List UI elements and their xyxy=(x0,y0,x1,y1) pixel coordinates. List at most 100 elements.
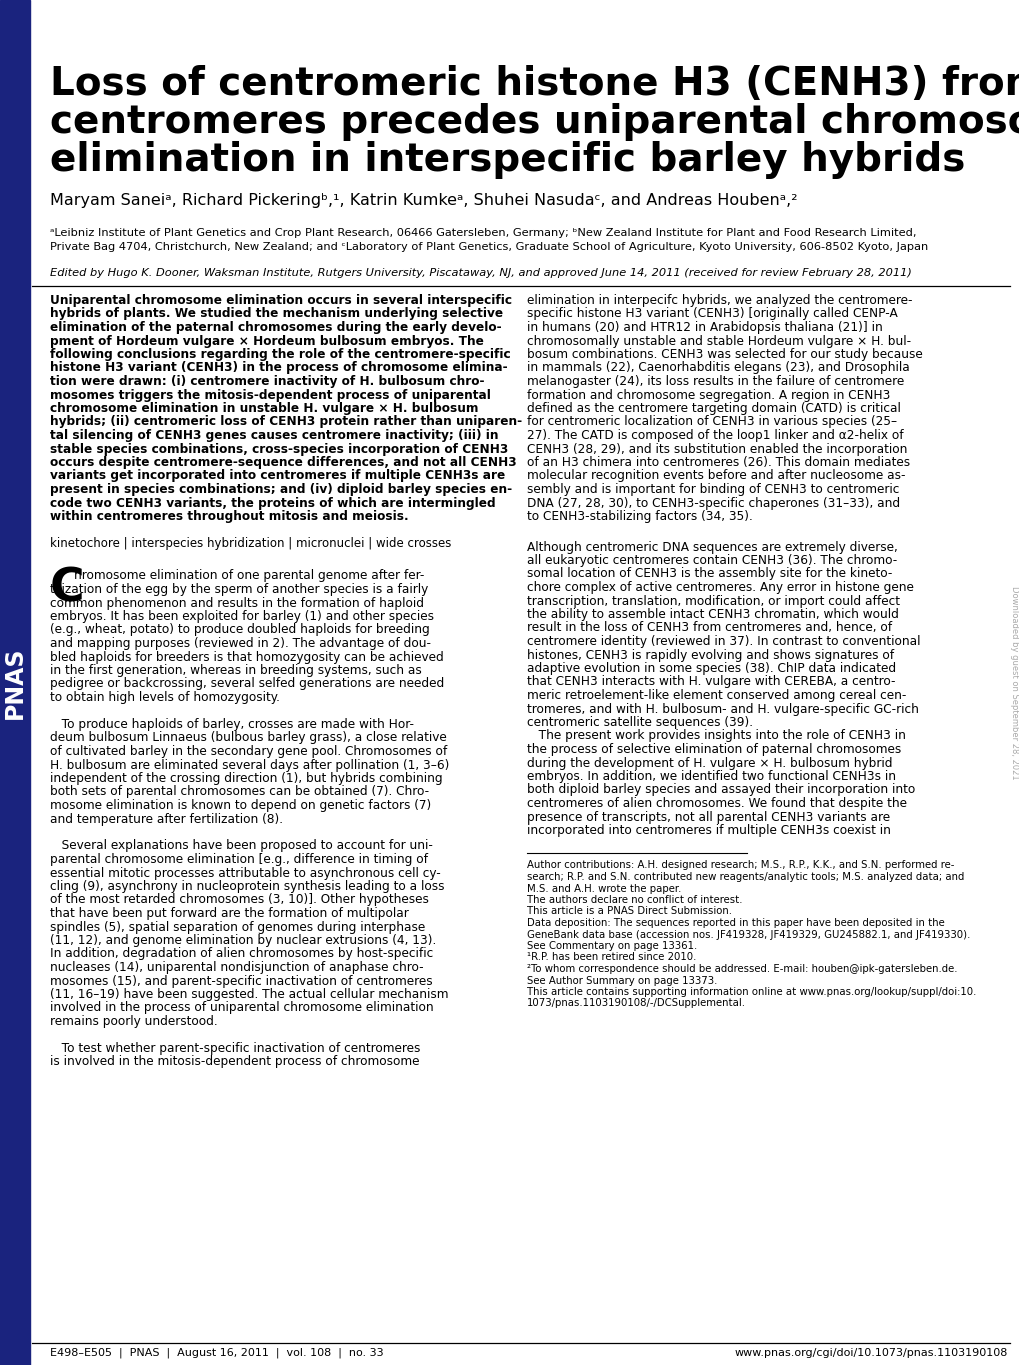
Text: the ability to assemble intact CENH3 chromatin, which would: the ability to assemble intact CENH3 chr… xyxy=(527,607,898,621)
Text: centromeres of alien chromosomes. We found that despite the: centromeres of alien chromosomes. We fou… xyxy=(527,797,906,809)
Text: search; R.P. and S.N. contributed new reagents/analytic tools; M.S. analyzed dat: search; R.P. and S.N. contributed new re… xyxy=(527,872,963,882)
Text: Several explanations have been proposed to account for uni-: Several explanations have been proposed … xyxy=(50,839,432,853)
Text: CENH3 (28, 29), and its substitution enabled the incorporation: CENH3 (28, 29), and its substitution ena… xyxy=(527,442,907,456)
Text: molecular recognition events before and after nucleosome as-: molecular recognition events before and … xyxy=(527,470,905,482)
Text: This article contains supporting information online at www.pnas.org/lookup/suppl: This article contains supporting informa… xyxy=(527,987,975,996)
Text: present in species combinations; and (iv) diploid barley species en-: present in species combinations; and (iv… xyxy=(50,483,512,495)
Text: that have been put forward are the formation of multipolar: that have been put forward are the forma… xyxy=(50,906,409,920)
Text: tromeres, and with H. bulbosum- and H. vulgare-specific GC-rich: tromeres, and with H. bulbosum- and H. v… xyxy=(527,703,918,715)
Text: See Commentary on page 13361.: See Commentary on page 13361. xyxy=(527,940,697,951)
Text: tilization of the egg by the sperm of another species is a fairly: tilization of the egg by the sperm of an… xyxy=(50,583,428,597)
Text: bosum combinations. CENH3 was selected for our study because: bosum combinations. CENH3 was selected f… xyxy=(527,348,922,360)
Text: DNA (27, 28, 30), to CENH3-specific chaperones (31–33), and: DNA (27, 28, 30), to CENH3-specific chap… xyxy=(527,497,899,509)
Text: histone H3 variant (CENH3) in the process of chromosome elimina-: histone H3 variant (CENH3) in the proces… xyxy=(50,362,507,374)
Text: code two CENH3 variants, the proteins of which are intermingled: code two CENH3 variants, the proteins of… xyxy=(50,497,495,509)
Text: variants get incorporated into centromeres if multiple CENH3s are: variants get incorporated into centromer… xyxy=(50,470,504,482)
Text: See Author Summary on page 13373.: See Author Summary on page 13373. xyxy=(527,976,716,986)
Text: to CENH3-stabilizing factors (34, 35).: to CENH3-stabilizing factors (34, 35). xyxy=(527,511,752,523)
Text: centromere identity (reviewed in 37). In contrast to conventional: centromere identity (reviewed in 37). In… xyxy=(527,635,919,648)
Text: (11, 12), and genome elimination by nuclear extrusions (4, 13).: (11, 12), and genome elimination by nucl… xyxy=(50,934,436,947)
Text: and mapping purposes (reviewed in 2). The advantage of dou-: and mapping purposes (reviewed in 2). Th… xyxy=(50,637,431,650)
Text: Private Bag 4704, Christchurch, New Zealand; and ᶜLaboratory of Plant Genetics, : Private Bag 4704, Christchurch, New Zeal… xyxy=(50,242,927,253)
Text: embryos. In addition, we identified two functional CENH3s in: embryos. In addition, we identified two … xyxy=(527,770,895,784)
Text: 27). The CATD is composed of the loop1 linker and α2-helix of: 27). The CATD is composed of the loop1 l… xyxy=(527,429,903,442)
Text: following conclusions regarding the role of the centromere-specific: following conclusions regarding the role… xyxy=(50,348,511,360)
Text: hybrids of plants. We studied the mechanism underlying selective: hybrids of plants. We studied the mechan… xyxy=(50,307,502,321)
Text: in the first generation, whereas in breeding systems, such as: in the first generation, whereas in bree… xyxy=(50,663,421,677)
Text: kinetochore | interspecies hybridization | micronuclei | wide crosses: kinetochore | interspecies hybridization… xyxy=(50,538,451,550)
Text: all eukaryotic centromeres contain CENH3 (36). The chromo-: all eukaryotic centromeres contain CENH3… xyxy=(527,554,897,566)
Text: specific histone H3 variant (CENH3) [originally called CENP-A: specific histone H3 variant (CENH3) [ori… xyxy=(527,307,897,321)
Text: occurs despite centromere-sequence differences, and not all CENH3: occurs despite centromere-sequence diffe… xyxy=(50,456,516,470)
Text: of cultivated barley in the secondary gene pool. Chromosomes of: of cultivated barley in the secondary ge… xyxy=(50,745,446,758)
Text: Author contributions: A.H. designed research; M.S., R.P., K.K., and S.N. perform: Author contributions: A.H. designed rese… xyxy=(527,860,954,871)
Text: GeneBank data base (accession nos. JF419328, JF419329, GU245882.1, and JF419330): GeneBank data base (accession nos. JF419… xyxy=(527,930,969,939)
Text: Although centromeric DNA sequences are extremely diverse,: Although centromeric DNA sequences are e… xyxy=(527,541,897,553)
Text: Data deposition: The sequences reported in this paper have been deposited in the: Data deposition: The sequences reported … xyxy=(527,919,944,928)
Text: mosomes triggers the mitosis-dependent process of uniparental: mosomes triggers the mitosis-dependent p… xyxy=(50,389,490,401)
Text: for centromeric localization of CENH3 in various species (25–: for centromeric localization of CENH3 in… xyxy=(527,415,897,429)
Text: chore complex of active centromeres. Any error in histone gene: chore complex of active centromeres. Any… xyxy=(527,581,913,594)
Text: (e.g., wheat, potato) to produce doubled haploids for breeding: (e.g., wheat, potato) to produce doubled… xyxy=(50,624,429,636)
Text: remains poorly understood.: remains poorly understood. xyxy=(50,1016,217,1028)
Text: sembly and is important for binding of CENH3 to centromeric: sembly and is important for binding of C… xyxy=(527,483,899,495)
Text: In addition, degradation of alien chromosomes by host-specific: In addition, degradation of alien chromo… xyxy=(50,947,433,961)
Text: bled haploids for breeders is that homozygosity can be achieved: bled haploids for breeders is that homoz… xyxy=(50,651,443,663)
Text: H. bulbosum are eliminated several days after pollination (1, 3–6): H. bulbosum are eliminated several days … xyxy=(50,759,449,771)
Text: pment of Hordeum vulgare × Hordeum bulbosum embryos. The: pment of Hordeum vulgare × Hordeum bulbo… xyxy=(50,334,483,348)
Text: centromeres precedes uniparental chromosome: centromeres precedes uniparental chromos… xyxy=(50,102,1019,141)
Text: in mammals (22), Caenorhabditis elegans (23), and Drosophila: in mammals (22), Caenorhabditis elegans … xyxy=(527,362,909,374)
Text: www.pnas.org/cgi/doi/10.1073/pnas.1103190108: www.pnas.org/cgi/doi/10.1073/pnas.110319… xyxy=(734,1349,1007,1358)
Text: The authors declare no conflict of interest.: The authors declare no conflict of inter… xyxy=(527,895,742,905)
Text: and temperature after fertilization (8).: and temperature after fertilization (8). xyxy=(50,812,282,826)
Text: independent of the crossing direction (1), but hybrids combining: independent of the crossing direction (1… xyxy=(50,773,442,785)
Text: hromosome elimination of one parental genome after fer-: hromosome elimination of one parental ge… xyxy=(74,569,424,583)
Text: mosome elimination is known to depend on genetic factors (7): mosome elimination is known to depend on… xyxy=(50,799,431,812)
Text: embryos. It has been exploited for barley (1) and other species: embryos. It has been exploited for barle… xyxy=(50,610,433,622)
Text: result in the loss of CENH3 from centromeres and, hence, of: result in the loss of CENH3 from centrom… xyxy=(527,621,892,635)
Text: To test whether parent-specific inactivation of centromeres: To test whether parent-specific inactiva… xyxy=(50,1041,420,1055)
Text: cling (9), asynchrony in nucleoprotein synthesis leading to a loss: cling (9), asynchrony in nucleoprotein s… xyxy=(50,880,444,893)
Text: PNAS: PNAS xyxy=(3,646,26,719)
Text: parental chromosome elimination [e.g., difference in timing of: parental chromosome elimination [e.g., d… xyxy=(50,853,428,865)
Text: common phenomenon and results in the formation of haploid: common phenomenon and results in the for… xyxy=(50,597,424,610)
Text: in humans (20) and HTR12 in Arabidopsis thaliana (21)] in: in humans (20) and HTR12 in Arabidopsis … xyxy=(527,321,881,334)
Text: Edited by Hugo K. Dooner, Waksman Institute, Rutgers University, Piscataway, NJ,: Edited by Hugo K. Dooner, Waksman Instit… xyxy=(50,268,911,278)
Text: This article is a PNAS Direct Submission.: This article is a PNAS Direct Submission… xyxy=(527,906,732,916)
Text: tal silencing of CENH3 genes causes centromere inactivity; (iii) in: tal silencing of CENH3 genes causes cent… xyxy=(50,429,498,442)
Text: 1073/pnas.1103190108/-/DCSupplemental.: 1073/pnas.1103190108/-/DCSupplemental. xyxy=(527,999,745,1009)
Text: M.S. and A.H. wrote the paper.: M.S. and A.H. wrote the paper. xyxy=(527,883,681,894)
Text: deum bulbosum Linnaeus (bulbous barley grass), a close relative: deum bulbosum Linnaeus (bulbous barley g… xyxy=(50,732,446,744)
Text: melanogaster (24), its loss results in the failure of centromere: melanogaster (24), its loss results in t… xyxy=(527,375,904,388)
Text: formation and chromosome segregation. A region in CENH3: formation and chromosome segregation. A … xyxy=(527,389,890,401)
Bar xyxy=(0,0,30,1365)
Text: E498–E505  |  PNAS  |  August 16, 2011  |  vol. 108  |  no. 33: E498–E505 | PNAS | August 16, 2011 | vol… xyxy=(50,1349,383,1358)
Text: is involved in the mitosis-dependent process of chromosome: is involved in the mitosis-dependent pro… xyxy=(50,1055,419,1069)
Text: transcription, translation, modification, or import could affect: transcription, translation, modification… xyxy=(527,595,899,607)
Text: (11, 16–19) have been suggested. The actual cellular mechanism: (11, 16–19) have been suggested. The act… xyxy=(50,988,448,1001)
Text: tion were drawn: (i) centromere inactivity of H. bulbosum chro-: tion were drawn: (i) centromere inactivi… xyxy=(50,375,484,388)
Text: Loss of centromeric histone H3 (CENH3) from: Loss of centromeric histone H3 (CENH3) f… xyxy=(50,66,1019,102)
Text: presence of transcripts, not all parental CENH3 variants are: presence of transcripts, not all parenta… xyxy=(527,811,890,823)
Text: ²To whom correspondence should be addressed. E-mail: houben@ipk-gatersleben.de.: ²To whom correspondence should be addres… xyxy=(527,964,957,975)
Text: pedigree or backcrossing, several selfed generations are needed: pedigree or backcrossing, several selfed… xyxy=(50,677,444,691)
Text: elimination in interpecifc hybrids, we analyzed the centromere-: elimination in interpecifc hybrids, we a… xyxy=(527,293,912,307)
Text: of an H3 chimera into centromeres (26). This domain mediates: of an H3 chimera into centromeres (26). … xyxy=(527,456,909,470)
Text: spindles (5), spatial separation of genomes during interphase: spindles (5), spatial separation of geno… xyxy=(50,920,425,934)
Text: To produce haploids of barley, crosses are made with Hor-: To produce haploids of barley, crosses a… xyxy=(50,718,414,732)
Text: the process of selective elimination of paternal chromosomes: the process of selective elimination of … xyxy=(527,743,901,756)
Text: to obtain high levels of homozygosity.: to obtain high levels of homozygosity. xyxy=(50,691,279,704)
Text: elimination of the paternal chromosomes during the early develo-: elimination of the paternal chromosomes … xyxy=(50,321,501,334)
Text: ᵃLeibniz Institute of Plant Genetics and Crop Plant Research, 06466 Gatersleben,: ᵃLeibniz Institute of Plant Genetics and… xyxy=(50,228,916,238)
Text: hybrids; (ii) centromeric loss of CENH3 protein rather than uniparen-: hybrids; (ii) centromeric loss of CENH3 … xyxy=(50,415,522,429)
Text: chromosome elimination in unstable H. vulgare × H. bulbosum: chromosome elimination in unstable H. vu… xyxy=(50,403,478,415)
Text: that CENH3 interacts with H. vulgare with CEREBA, a centro-: that CENH3 interacts with H. vulgare wit… xyxy=(527,676,895,688)
Text: Downloaded by guest on September 28, 2021: Downloaded by guest on September 28, 202… xyxy=(1010,586,1019,779)
Text: ¹R.P. has been retired since 2010.: ¹R.P. has been retired since 2010. xyxy=(527,953,696,962)
Text: somal location of CENH3 is the assembly site for the kineto-: somal location of CENH3 is the assembly … xyxy=(527,568,892,580)
Text: of the most retarded chromosomes (3, 10)]. Other hypotheses: of the most retarded chromosomes (3, 10)… xyxy=(50,894,428,906)
Text: Maryam Saneiᵃ, Richard Pickeringᵇ,¹, Katrin Kumkeᵃ, Shuhei Nasudaᶜ, and Andreas : Maryam Saneiᵃ, Richard Pickeringᵇ,¹, Kat… xyxy=(50,192,797,207)
Text: both diploid barley species and assayed their incorporation into: both diploid barley species and assayed … xyxy=(527,784,914,797)
Text: chromosomally unstable and stable Hordeum vulgare × H. bul-: chromosomally unstable and stable Hordeu… xyxy=(527,334,910,348)
Text: essential mitotic processes attributable to asynchronous cell cy-: essential mitotic processes attributable… xyxy=(50,867,440,879)
